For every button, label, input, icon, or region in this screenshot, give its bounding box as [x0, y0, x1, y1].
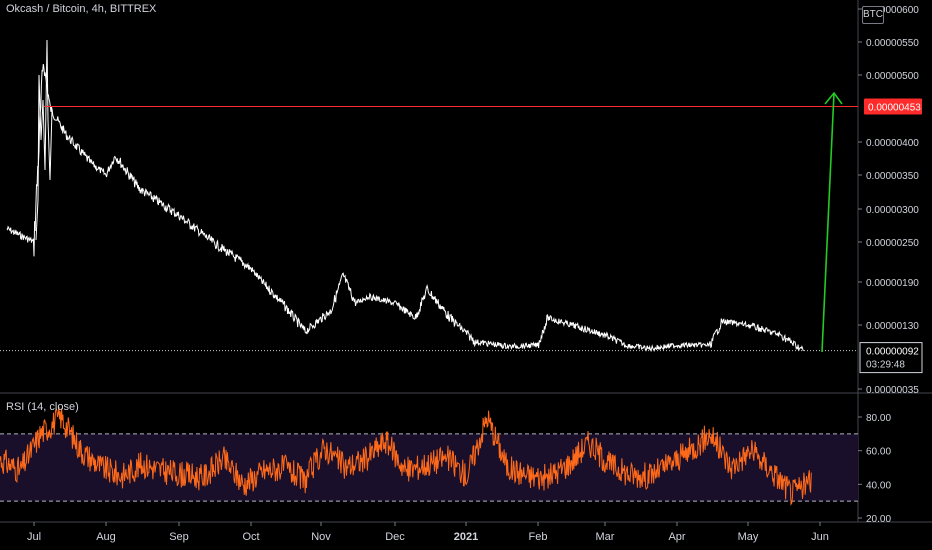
price-spike [35, 39, 53, 241]
countdown-label: 03:29:48 [866, 360, 905, 371]
time-tick-label: Aug [96, 531, 116, 543]
price-tick-label: 0.00000550 [866, 38, 919, 49]
last-price-label: 0.00000092 [866, 347, 919, 358]
projection-arrow-head [824, 91, 843, 105]
projection-arrow-line [821, 92, 835, 353]
price-tick-label: 0.00000130 [866, 321, 919, 332]
rsi-line [0, 406, 812, 506]
target-price-tag [864, 98, 922, 115]
time-tick-label: 2021 [454, 531, 478, 543]
currency-badge[interactable]: BTC [862, 6, 884, 24]
time-tick-label: May [738, 531, 759, 543]
price-tick-label: 0.00000190 [866, 278, 919, 289]
price-tick-label: 0.00000600 [866, 5, 919, 16]
time-tick-label: Jun [811, 531, 829, 543]
price-tick-label: 0.00000300 [866, 205, 919, 216]
time-tick-label: Apr [668, 531, 685, 543]
time-tick-label: Dec [385, 531, 405, 543]
time-tick-label: Jul [27, 531, 41, 543]
time-tick-label: Nov [311, 531, 331, 543]
time-tick-label: Oct [242, 531, 259, 543]
target-price-label: 0.00000453 [868, 102, 921, 113]
price-tick-label: 0.00000500 [866, 71, 919, 82]
rsi-tick-label: 80.00 [866, 413, 891, 424]
rsi-tick-label: 60.00 [866, 447, 891, 458]
price-tick-label: 0.00000250 [866, 238, 919, 249]
price-tick-label: 0.00000035 [866, 385, 919, 396]
price-tick-label: 0.00000400 [866, 138, 919, 149]
rsi-tick-label: 40.00 [866, 480, 891, 491]
price-line [6, 64, 804, 353]
rsi-label: RSI (14, close) [6, 401, 79, 413]
time-tick-label: Sep [169, 531, 189, 543]
price-tick-label: 0.00000350 [866, 171, 919, 182]
time-tick-label: Feb [529, 531, 548, 543]
time-tick-label: Mar [596, 531, 615, 543]
chart-title: Okcash / Bitcoin, 4h, BITTREX [6, 3, 157, 15]
last-price-tag [859, 342, 923, 374]
rsi-tick-label: 20.00 [866, 514, 891, 525]
